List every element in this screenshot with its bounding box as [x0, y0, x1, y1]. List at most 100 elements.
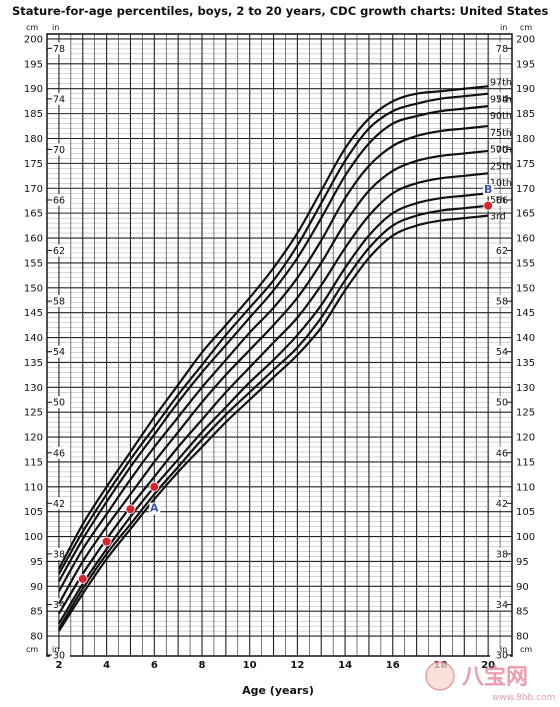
annotation-letter-B: B	[484, 183, 492, 196]
y-tick-label-cm: 130	[516, 383, 535, 394]
y-tick-label-in: 30	[53, 651, 65, 662]
in-tick-bg	[50, 244, 70, 257]
y-tick-label-cm: 160	[516, 234, 535, 245]
curve-3rd	[57, 214, 489, 632]
y-tick-label-in: 54	[53, 347, 65, 358]
measurement-points	[77, 200, 494, 584]
x-tick-label: 2	[55, 660, 62, 671]
y-tick-label-cm: 95	[30, 557, 43, 568]
y-tick-label-cm: 190	[24, 84, 43, 95]
unit-cm-top-right: cm	[520, 23, 532, 32]
y-tick-label-cm: 155	[516, 258, 535, 269]
y-tick-label-cm: 100	[24, 532, 43, 543]
curve-label-3rd: 3rd	[490, 212, 506, 223]
curve-97th	[57, 85, 489, 570]
y-tick-label-cm: 120	[516, 433, 535, 444]
y-tick-label-in: 70	[496, 145, 508, 156]
in-tick-bg	[50, 497, 70, 510]
y-tick-label-in: 66	[496, 195, 508, 206]
y-tick-label-in: 34	[496, 600, 508, 611]
in-tick-bg	[50, 295, 70, 308]
in-tick-bg	[490, 547, 510, 560]
in-tick-bg	[490, 92, 510, 105]
y-tick-label-cm: 85	[516, 607, 529, 618]
y-tick-label-cm: 90	[30, 582, 43, 593]
y-tick-label-in: 50	[496, 398, 508, 409]
y-tick-label-in: 38	[496, 549, 508, 560]
y-tick-label-cm: 140	[24, 333, 43, 344]
y-tick-label-in: 62	[496, 246, 508, 257]
y-tick-label-in: 78	[53, 44, 65, 55]
y-tick-label-cm: 85	[30, 607, 43, 618]
y-tick-label-in: 66	[53, 195, 65, 206]
in-tick-bg	[490, 143, 510, 156]
axis-right-cm: 80 85 90 95 100 105 110 115 120 125 130 135 140 145 15…	[516, 34, 535, 642]
unit-cm-top-left: cm	[26, 23, 38, 32]
chart-title: Stature-for-age percentiles, boys, 2 to …	[12, 4, 549, 18]
unit-in-top-right: in	[500, 23, 507, 32]
y-tick-label-cm: 150	[516, 283, 535, 294]
annotation-letter-bg	[149, 502, 161, 515]
measurement-point	[125, 504, 136, 515]
y-tick-label-cm: 95	[516, 557, 529, 568]
y-tick-label-cm: 200	[24, 34, 43, 45]
x-tick-label: 12	[290, 660, 304, 671]
unit-cm-bottom-right: cm	[520, 645, 532, 654]
x-tick-label: 14	[338, 660, 352, 671]
grid-minor	[46, 34, 512, 656]
y-tick-label-in: 38	[53, 549, 65, 560]
y-tick-label-cm: 90	[516, 582, 529, 593]
curve-label-50th: 50th	[490, 145, 512, 156]
annotation-letters: AB	[149, 183, 495, 515]
in-tick-bg	[490, 193, 510, 206]
y-tick-label-in: 58	[496, 297, 508, 308]
in-tick-bg	[490, 446, 510, 459]
y-tick-label-in: 46	[496, 448, 508, 459]
in-tick-bg	[490, 598, 510, 611]
y-tick-label-cm: 165	[24, 209, 43, 220]
measurement-point	[149, 481, 160, 492]
y-tick-label-cm: 200	[516, 34, 535, 45]
y-tick-label-in: 54	[496, 347, 508, 358]
y-tick-label-cm: 105	[516, 507, 535, 518]
curve-label-97th: 97th	[490, 78, 512, 89]
y-tick-label-cm: 145	[516, 308, 535, 319]
in-tick-bg	[490, 396, 510, 409]
y-tick-label-in: 50	[53, 398, 65, 409]
in-tick-bg	[50, 42, 70, 55]
y-tick-label-in: 42	[53, 499, 65, 510]
y-tick-label-cm: 165	[516, 209, 535, 220]
x-tick-label: 4	[103, 660, 110, 671]
y-tick-label-cm: 140	[516, 333, 535, 344]
y-tick-label-in: 30	[496, 651, 508, 662]
y-tick-label-cm: 135	[516, 358, 535, 369]
measurement-point	[101, 536, 112, 547]
y-tick-label-cm: 170	[24, 184, 43, 195]
axis-inner-left-in: 30 34 38 42 46 50 54 58 62 66 70 74 78	[47, 42, 70, 662]
watermark-face-icon	[425, 661, 455, 691]
curve-50th	[57, 149, 489, 605]
y-tick-label-cm: 115	[24, 457, 43, 468]
annotation-letter-A: A	[150, 502, 159, 515]
y-tick-label-cm: 150	[24, 283, 43, 294]
y-tick-label-in: 70	[53, 145, 65, 156]
in-tick-bg	[50, 649, 70, 662]
y-tick-label-cm: 80	[30, 632, 43, 643]
measurement-point	[77, 573, 88, 584]
in-tick-bg	[490, 295, 510, 308]
grid-major	[47, 34, 513, 656]
y-tick-label-cm: 175	[24, 159, 43, 170]
in-tick-bg	[50, 193, 70, 206]
curve-label-25th: 25th	[490, 161, 512, 172]
watermark: 八宝网 www.8bb.com	[425, 661, 555, 703]
y-tick-label-in: 42	[496, 499, 508, 510]
y-tick-label-cm: 175	[516, 159, 535, 170]
x-tick-label: 8	[199, 660, 206, 671]
curve-label-90th: 90th	[490, 111, 512, 122]
y-tick-label-cm: 185	[24, 109, 43, 120]
in-tick-bg	[490, 244, 510, 257]
chart-border	[46, 33, 513, 657]
in-tick-bg	[490, 649, 510, 662]
y-tick-label-in: 58	[53, 297, 65, 308]
